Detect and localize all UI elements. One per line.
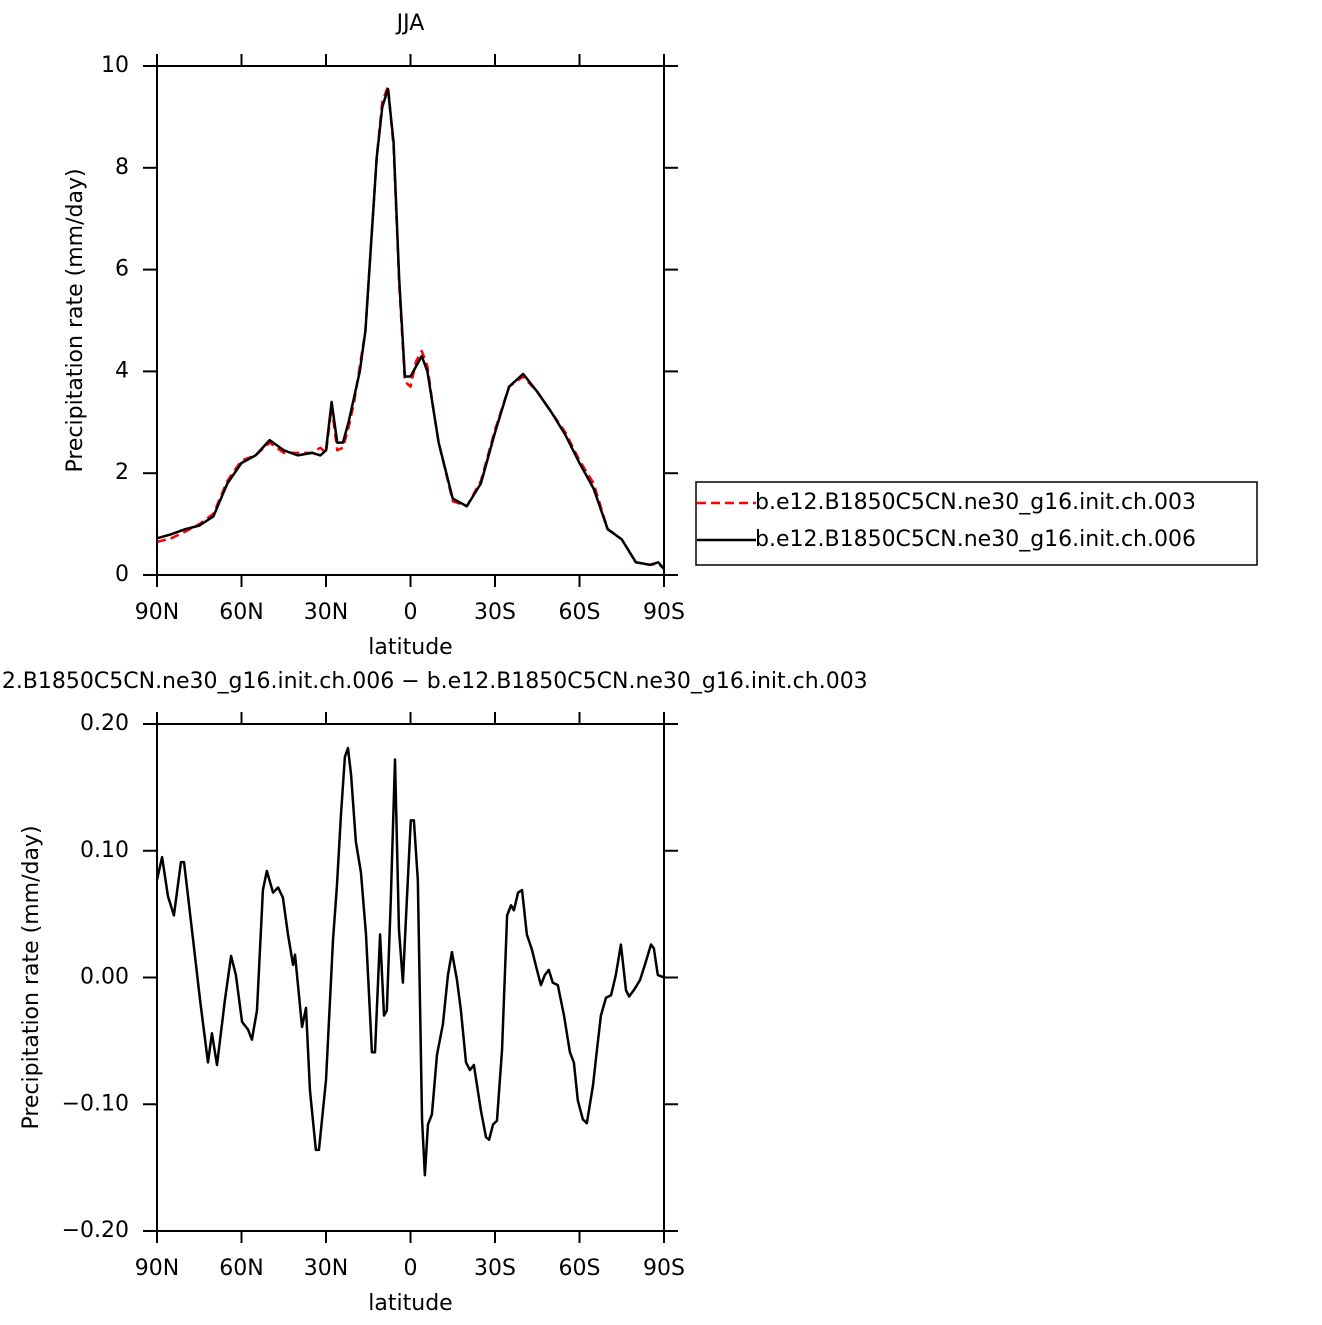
y-tick-label: −0.20 [62, 1218, 129, 1243]
y-axis-label: Precipitation rate (mm/day) [19, 825, 44, 1129]
legend-label: b.e12.B1850C5CN.ne30_g16.init.ch.006 [755, 527, 1196, 552]
y-tick-label: 0.10 [80, 838, 129, 863]
y-tick-label: 4 [115, 358, 129, 383]
data-line [155, 746, 665, 1177]
y-tick-label: 6 [115, 257, 129, 282]
x-axis-label: latitude [368, 1291, 452, 1316]
y-tick-label: 2 [115, 460, 129, 485]
y-tick-label: 0.20 [80, 711, 129, 736]
x-axis-label: latitude [368, 635, 452, 660]
x-tick-label: 60N [219, 1256, 263, 1281]
y-tick-label: 10 [101, 53, 129, 78]
y-tick-label: 0 [115, 562, 129, 587]
y-tick-label: 0.00 [80, 965, 129, 990]
x-tick-label: 0 [404, 1256, 418, 1281]
x-tick-label: 60N [219, 600, 263, 625]
x-tick-label: 30N [304, 600, 348, 625]
x-tick-label: 90N [135, 1256, 179, 1281]
x-tick-label: 30N [304, 1256, 348, 1281]
legend-box [695, 481, 1258, 566]
x-tick-label: 30S [474, 600, 516, 625]
data-line [156, 85, 665, 570]
x-tick-label: 60S [559, 1256, 601, 1281]
x-tick-label: 30S [474, 1256, 516, 1281]
plot-frame [156, 65, 665, 576]
x-tick-label: 90S [643, 600, 685, 625]
chart-title: JJA [395, 11, 425, 36]
plot-frame [156, 723, 665, 1232]
y-axis-label: Precipitation rate (mm/day) [63, 168, 88, 472]
y-tick-label: 8 [115, 155, 129, 180]
legend-label: b.e12.B1850C5CN.ne30_g16.init.ch.003 [755, 490, 1196, 515]
y-tick-label: −0.10 [62, 1091, 129, 1116]
x-tick-label: 60S [559, 600, 601, 625]
x-tick-label: 90N [135, 600, 179, 625]
data-line [156, 87, 665, 570]
x-tick-label: 90S [643, 1256, 685, 1281]
x-tick-label: 0 [404, 600, 418, 625]
chart-title: b.e12.B1850C5CN.ne30_g16.init.ch.006 − b… [0, 669, 868, 694]
